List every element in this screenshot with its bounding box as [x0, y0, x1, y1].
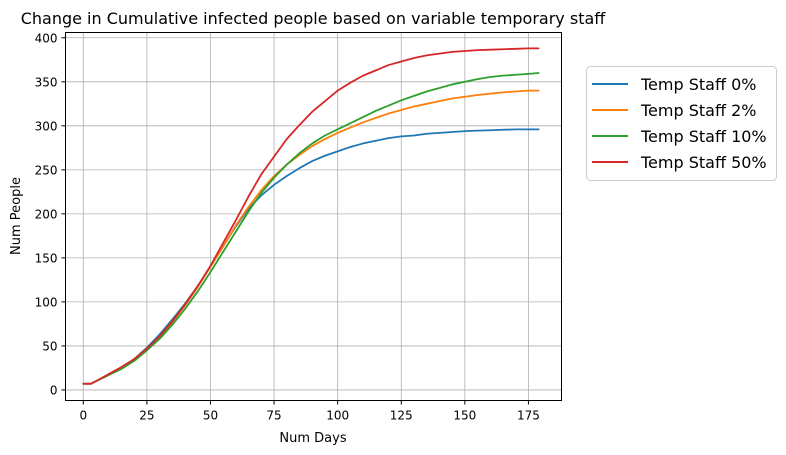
- y-tick-label: 250: [35, 163, 58, 177]
- y-tick-label: 50: [42, 339, 57, 353]
- legend-frame: [586, 66, 777, 181]
- legend-label-0: Temp Staff 0%: [640, 75, 756, 94]
- y-tick-label: 100: [35, 295, 58, 309]
- y-tick-label: 350: [35, 75, 58, 89]
- legend-label-1: Temp Staff 2%: [640, 101, 756, 120]
- y-tick-label: 200: [35, 207, 58, 221]
- y-tick-label: 0: [50, 383, 58, 397]
- plot-frame: [65, 32, 562, 401]
- y-axis: 0 50 100 150 200 250 300 350 400: [35, 31, 66, 397]
- x-tick-label: 150: [453, 409, 476, 423]
- legend: Temp Staff 0% Temp Staff 2% Temp Staff 10%…: [586, 66, 777, 181]
- x-tick-label: 0: [79, 409, 87, 423]
- y-tick-label: 150: [35, 251, 58, 265]
- series-lines: [82, 47, 540, 385]
- chart-title: Change in Cumulative infected people bas…: [21, 9, 607, 28]
- x-tick-label: 175: [517, 409, 540, 423]
- series-line-3: [82, 47, 540, 385]
- legend-label-2: Temp Staff 10%: [640, 127, 767, 146]
- y-tick-label: 300: [35, 119, 58, 133]
- legend-label-3: Temp Staff 50%: [640, 153, 767, 172]
- series-line-1: [82, 89, 540, 385]
- x-tick-label: 50: [203, 409, 218, 423]
- x-tick-label: 100: [326, 409, 349, 423]
- y-tick-label: 400: [35, 31, 58, 45]
- series-line-2: [82, 72, 540, 385]
- x-axis: 0 25 50 75 100 125 150 175: [79, 400, 540, 423]
- x-tick-label: 25: [139, 409, 154, 423]
- y-axis-label: Num People: [9, 177, 24, 255]
- grid-lines: [65, 32, 562, 401]
- x-tick-label: 75: [266, 409, 281, 423]
- x-axis-label: Num Days: [279, 431, 346, 446]
- x-tick-label: 125: [390, 409, 413, 423]
